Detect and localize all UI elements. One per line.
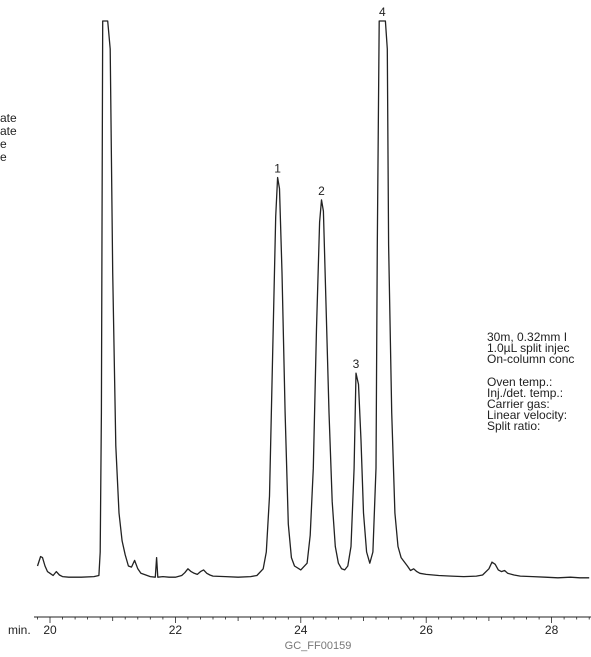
peak-label: 4 (379, 5, 386, 19)
gc-conditions-panel: 30m, 0.32mm I1.0µL split injecOn-column … (487, 330, 574, 433)
condition-param-label: Split ratio: (487, 419, 540, 433)
peak-label-group: 1 2 3 4 (274, 5, 386, 371)
condition-param-label: Inj./det. temp.: (487, 386, 563, 400)
peak-label: 1 (274, 162, 281, 176)
x-unit-label: min. (8, 623, 31, 637)
column-info-line: On-column conc (487, 352, 574, 366)
legend-entry-fragment: ate (0, 124, 17, 138)
x-tick-label: 22 (169, 623, 183, 637)
x-tick-label: 20 (43, 623, 57, 637)
column-info-line: 1.0µL split injec (487, 341, 570, 355)
peak-label: 2 (318, 184, 325, 198)
chromatogram-trace-layer (36, 20, 590, 579)
x-axis: 20 22 24 26 28 min. (8, 616, 591, 637)
legend-entry-fragment: e (0, 150, 7, 164)
condition-param-label: Oven temp.: (487, 375, 552, 389)
x-tick-label: 28 (545, 623, 559, 637)
column-info-line: 30m, 0.32mm I (487, 330, 567, 344)
chromatogram-trace (36, 20, 590, 579)
condition-param-label: Linear velocity: (487, 408, 567, 422)
condition-param-label: Carrier gas: (487, 397, 550, 411)
peak-label: 3 (353, 357, 360, 371)
figure-code: GC_FF00159 (285, 640, 352, 652)
x-tick-label: 26 (420, 623, 434, 637)
x-tick-label: 24 (294, 623, 308, 637)
legend-entry-fragment: e (0, 137, 7, 151)
legend-entry-fragment: ate (0, 111, 17, 125)
